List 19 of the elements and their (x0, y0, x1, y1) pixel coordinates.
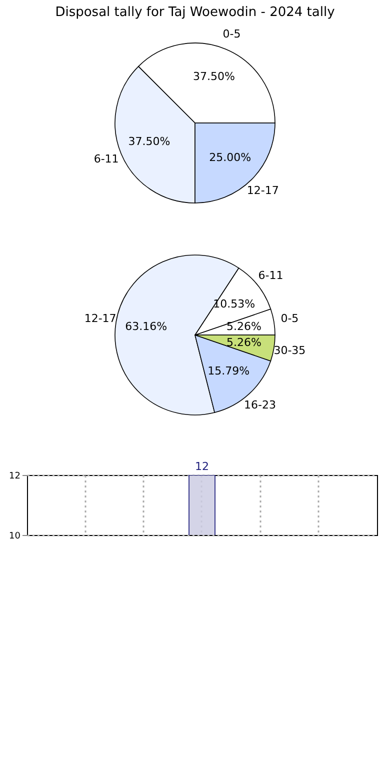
data-label: 5.26% (226, 336, 262, 350)
y-tick-label: 10 (9, 532, 21, 542)
chart-title: Disposal tally for Taj Woewodin - 2024 tally (55, 5, 336, 20)
slice-label: 0-5 (222, 27, 241, 40)
slice-label: 16-23 (244, 398, 276, 412)
slice-label: 6-11 (94, 152, 119, 166)
data-label: 10.53% (213, 298, 256, 311)
slice-label: 0-5 (280, 312, 299, 326)
slice-label: 12-17 (246, 184, 279, 197)
data-label: 63.16% (125, 320, 168, 333)
data-label: 15.79% (208, 364, 250, 378)
slice-label: 12-17 (84, 312, 116, 326)
slice-label: 6-11 (258, 269, 284, 282)
data-label: 5.26% (226, 320, 262, 333)
slice-label: 30-35 (274, 344, 306, 357)
data-label: 25.00% (209, 151, 252, 164)
data-label: 12 (195, 460, 209, 473)
data-label: 37.50% (193, 70, 235, 84)
data-label: 37.50% (128, 134, 170, 148)
